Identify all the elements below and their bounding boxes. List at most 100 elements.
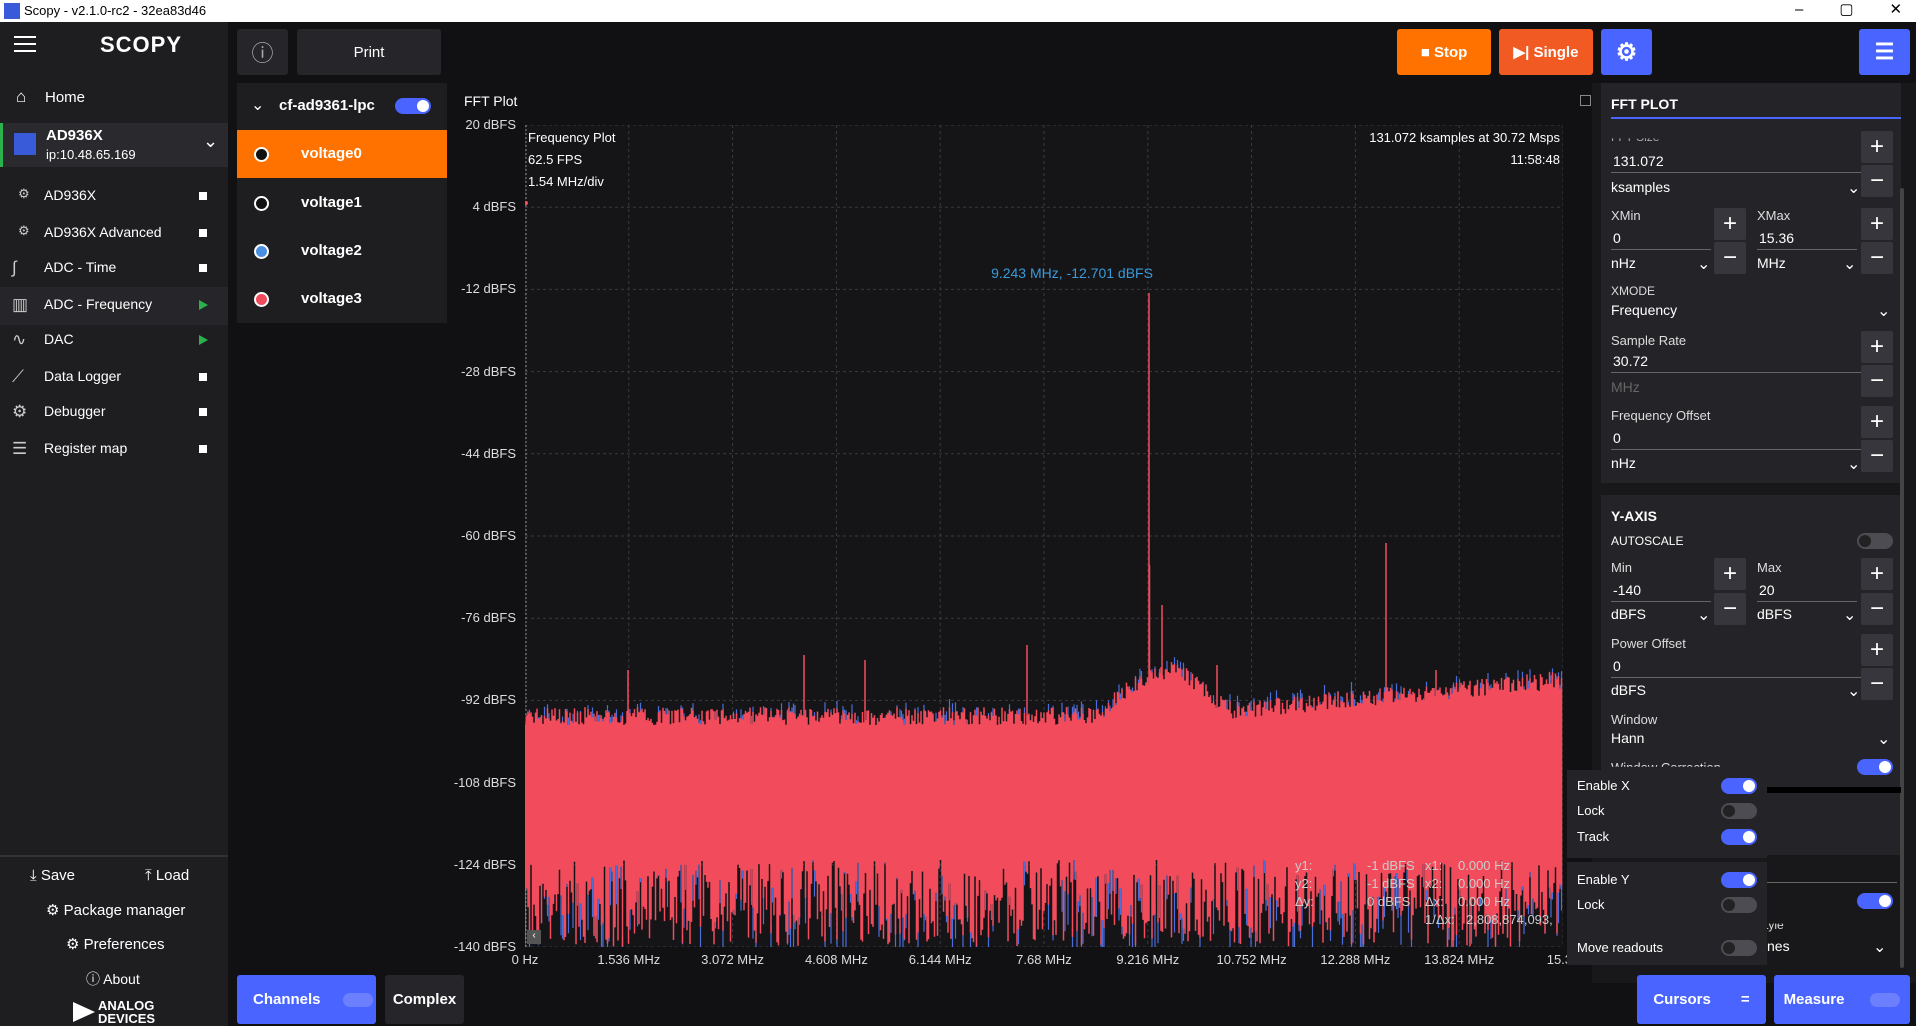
device-toggle[interactable] xyxy=(395,98,431,114)
readout-text: 0.000 Hz xyxy=(1458,894,1511,909)
scrollbar[interactable] xyxy=(1900,188,1904,968)
ymin-label: Min xyxy=(1611,560,1632,575)
dropdown-arrow[interactable]: ⌄ xyxy=(1843,607,1857,624)
toggle[interactable] xyxy=(1721,940,1757,956)
y-tick-label: -44 dBFS xyxy=(461,445,516,461)
plot-detach[interactable] xyxy=(1580,95,1591,106)
dropdown-arrow[interactable]: ⌄ xyxy=(1877,303,1891,320)
home[interactable]: Home xyxy=(45,89,86,106)
info-button[interactable]: ⓘ xyxy=(237,29,288,75)
toggle[interactable] xyxy=(1721,778,1757,794)
dropdown-arrow[interactable]: ⌄ xyxy=(1873,939,1887,956)
y-tick-label: -12 dBFS xyxy=(461,281,516,297)
print-button[interactable]: Print xyxy=(297,29,441,75)
info-line: 1.54 MHz/div xyxy=(528,174,604,189)
readout-text: 1/Δx: xyxy=(1425,912,1455,927)
channel-name[interactable]: voltage2 xyxy=(301,242,362,259)
dropdown-arrow[interactable]: ⌄ xyxy=(1847,180,1861,197)
settings-button[interactable]: ⚙ xyxy=(1601,29,1652,75)
tool-item[interactable]: Debugger xyxy=(44,403,106,419)
decrement[interactable]: − xyxy=(1861,165,1893,197)
increment[interactable]: + xyxy=(1861,131,1893,163)
save[interactable]: ⤓ Save xyxy=(30,867,76,884)
increment[interactable]: + xyxy=(1861,208,1893,240)
collapse-button[interactable]: ‹ xyxy=(527,930,541,944)
underline xyxy=(1611,249,1711,250)
single-button[interactable]: ▶| Single xyxy=(1499,29,1593,75)
underline xyxy=(1611,601,1711,602)
cursors-button[interactable]: Cursors = xyxy=(1637,975,1766,1024)
plot-area: Frequency Plot 62.5 FPS 1.54 MHz/div 131.0… xyxy=(525,125,1563,947)
decrement[interactable]: − xyxy=(1861,365,1893,397)
tool-item[interactable]: ADC - Frequency xyxy=(44,296,153,312)
tool-item[interactable]: ADC - Time xyxy=(44,259,117,275)
channel-name[interactable]: voltage3 xyxy=(301,290,362,307)
channel-name[interactable]: voltage1 xyxy=(301,194,362,211)
tool-icon: ⚙ xyxy=(18,186,30,201)
dropdown-arrow[interactable]: ⌄ xyxy=(1843,256,1857,273)
stop-button[interactable]: ■ Stop xyxy=(1397,29,1491,75)
home-icon: ⌂ xyxy=(16,87,27,106)
decrement[interactable]: − xyxy=(1714,242,1746,274)
dropdown-arrow[interactable]: ⌄ xyxy=(1847,456,1861,473)
channel-name[interactable]: voltage0 xyxy=(301,145,362,162)
tool-status xyxy=(199,229,207,237)
window-controls[interactable]: –▢✕ xyxy=(1795,1,1902,18)
move-readouts: Move readouts xyxy=(1577,940,1663,955)
device-row[interactable]: AD936X ip:10.48.65.169 ⌄ xyxy=(0,123,228,167)
info-line: 62.5 FPS xyxy=(528,152,583,167)
tool-item[interactable]: Data Logger xyxy=(44,368,122,384)
tool-item[interactable]: DAC xyxy=(44,331,74,347)
about[interactable]: ⓘ About xyxy=(86,971,140,987)
decrement[interactable]: − xyxy=(1714,593,1746,625)
menu-button[interactable]: ☰ xyxy=(1859,29,1910,75)
menu-icon[interactable] xyxy=(14,36,36,52)
package-manager[interactable]: ⚙ Package manager xyxy=(46,902,186,919)
channels-button[interactable]: Channels xyxy=(237,975,376,1024)
window-correction-toggle[interactable] xyxy=(1857,759,1893,775)
power-offset: 0 xyxy=(1613,658,1621,674)
toggle[interactable] xyxy=(1721,829,1757,845)
autoscale-toggle[interactable] xyxy=(1857,533,1893,549)
track: Track xyxy=(1577,829,1610,844)
increment[interactable]: + xyxy=(1861,634,1893,666)
measure-button[interactable]: Measure xyxy=(1774,975,1910,1024)
dropdown-arrow[interactable]: ⌄ xyxy=(1697,607,1711,624)
dropdown-arrow[interactable]: ⌄ xyxy=(1877,731,1891,748)
decrement[interactable]: − xyxy=(1861,242,1893,274)
decrement[interactable]: − xyxy=(1861,668,1893,700)
toggle[interactable] xyxy=(1721,872,1757,888)
peak-label: 9.243 MHz, -12.701 dBFS xyxy=(991,265,1153,281)
readout-text: x1: xyxy=(1425,858,1443,873)
y-tick-label: -140 dBFS xyxy=(453,939,516,954)
dropdown-arrow[interactable]: ⌄ xyxy=(1697,256,1711,273)
toggle[interactable] xyxy=(1721,897,1757,913)
increment[interactable]: + xyxy=(1861,331,1893,363)
window: Hann xyxy=(1611,730,1645,746)
dropdown-arrow[interactable]: ⌄ xyxy=(1847,683,1861,700)
fft-size-label: FFT Size xyxy=(1611,138,1659,144)
x-tick-label: 12.288 MHz xyxy=(1320,952,1391,967)
increment[interactable]: + xyxy=(1861,406,1893,438)
lock-y: Lock xyxy=(1577,897,1605,912)
decrement[interactable]: − xyxy=(1861,593,1893,625)
channel-color xyxy=(254,292,269,307)
y-tick-label: 20 dBFS xyxy=(465,117,516,132)
increment[interactable]: + xyxy=(1714,208,1746,240)
toggle[interactable] xyxy=(1857,893,1893,909)
device-icon xyxy=(14,133,36,155)
load[interactable]: ⤒ Load xyxy=(145,867,190,884)
readout-text: 0.000 Hz xyxy=(1458,876,1511,891)
toggle[interactable] xyxy=(1721,803,1757,819)
complex-button[interactable]: Complex xyxy=(385,975,464,1024)
increment[interactable]: + xyxy=(1861,558,1893,590)
decrement[interactable]: − xyxy=(1861,440,1893,472)
tool-item[interactable]: Register map xyxy=(44,440,128,456)
tool-item[interactable]: AD936X Advanced xyxy=(44,224,162,240)
tool-item[interactable]: AD936X xyxy=(44,187,97,203)
increment[interactable]: + xyxy=(1714,558,1746,590)
info-line: Frequency Plot xyxy=(528,130,616,145)
style[interactable]: nes xyxy=(1767,938,1790,954)
device-channel-group[interactable]: cf-ad9361-lpc xyxy=(279,97,375,114)
preferences[interactable]: ⚙ Preferences xyxy=(66,936,165,953)
